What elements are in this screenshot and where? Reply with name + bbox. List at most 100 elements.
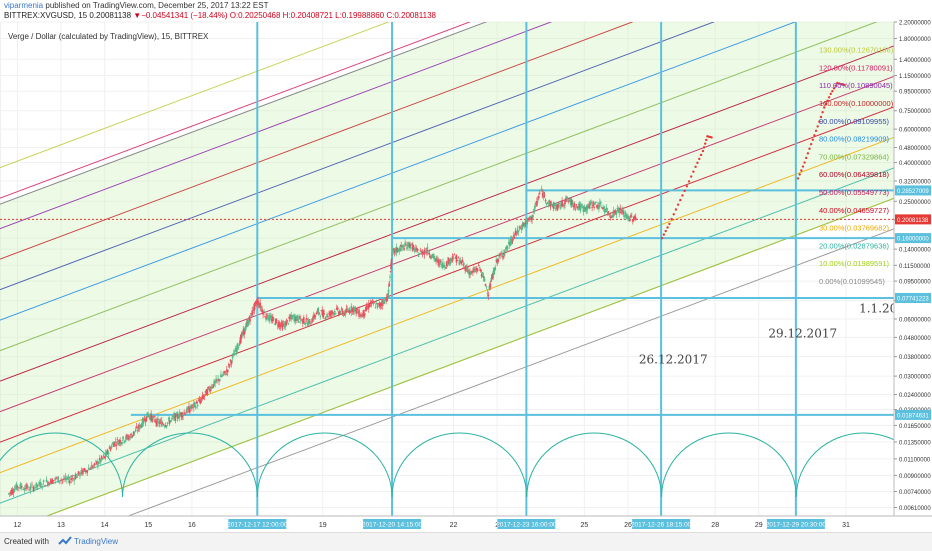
fib-label: 30.00%(0.03769682) xyxy=(819,224,890,233)
candle-body xyxy=(320,310,323,312)
candle-body xyxy=(133,431,136,433)
candle-body xyxy=(374,307,377,308)
time-arc xyxy=(795,432,894,498)
tradingview-link[interactable]: TradingView xyxy=(74,537,119,546)
candle-body xyxy=(522,223,525,226)
candle-body xyxy=(169,420,172,423)
fib-label: 80.00%(0.08219909) xyxy=(819,135,890,144)
price-tick-label: 0.06000000 xyxy=(899,317,931,323)
candle-body xyxy=(99,459,102,463)
time-arc xyxy=(0,432,124,498)
candle-body xyxy=(611,216,614,218)
projection-dot xyxy=(660,236,664,240)
time-tick-label: 16 xyxy=(188,522,196,529)
candle-body xyxy=(560,201,562,207)
candle-body xyxy=(220,374,222,378)
candle-body xyxy=(119,440,121,444)
candle-body xyxy=(531,215,533,220)
candle-body xyxy=(240,334,243,339)
candle-body xyxy=(166,422,169,424)
candle-body xyxy=(142,418,145,424)
candle-body xyxy=(301,318,303,320)
candle-body xyxy=(124,440,126,442)
price-tag xyxy=(895,233,931,244)
candle-body xyxy=(396,247,399,252)
created-with-label: Created with xyxy=(4,537,49,546)
candle-body xyxy=(58,480,61,482)
candle-body xyxy=(44,485,46,487)
candle-body xyxy=(406,247,408,250)
candle-body xyxy=(304,322,307,324)
candle-body xyxy=(172,416,175,418)
candle-body xyxy=(469,272,471,275)
candle-body xyxy=(474,270,476,273)
candle-body xyxy=(537,199,539,201)
candle-body xyxy=(209,389,212,392)
candle-body xyxy=(319,316,322,317)
price-tag xyxy=(895,409,931,420)
fib-label: 0.00%(0.01099545) xyxy=(819,277,885,286)
candle-body xyxy=(358,309,360,317)
candle-body xyxy=(488,285,491,291)
candle-body xyxy=(390,259,393,266)
candle-body xyxy=(500,253,502,255)
candle-body xyxy=(553,203,556,207)
candle-body xyxy=(401,245,403,248)
author-link[interactable]: viparmenia xyxy=(4,1,44,10)
candle-body xyxy=(623,215,625,218)
candle-body xyxy=(423,250,426,255)
candle-body xyxy=(180,412,183,417)
candle-body xyxy=(309,323,312,325)
candle-body xyxy=(403,248,405,251)
candle-body xyxy=(382,299,385,304)
candle-body xyxy=(420,250,423,255)
candle-body xyxy=(225,374,227,376)
candle-body xyxy=(50,478,52,484)
candle-body xyxy=(201,395,204,399)
candle-body xyxy=(608,213,611,216)
candle-body xyxy=(152,416,154,419)
fib-label: 60.00%(0.06439818) xyxy=(819,170,890,179)
fib-labels: 0.00%(0.01099545) 10.00%(0.01989591) 20.00… xyxy=(819,46,894,286)
candle-body xyxy=(516,228,519,234)
candle-body xyxy=(510,237,513,245)
candle-body xyxy=(429,256,432,258)
candle-body xyxy=(519,228,522,230)
candle-body xyxy=(60,479,62,481)
candle-body xyxy=(177,417,180,419)
candle-body xyxy=(597,205,599,207)
candle-body xyxy=(107,452,110,455)
candle-body xyxy=(196,404,199,406)
candle-body xyxy=(289,317,292,319)
candle-body xyxy=(601,207,604,210)
candle-body xyxy=(138,424,141,430)
footer: Created with TradingView xyxy=(0,532,932,551)
candle-body xyxy=(334,310,336,313)
candle-body xyxy=(525,221,528,223)
candle-body xyxy=(568,200,570,202)
publish-info: viparmenia published on TradingView.com,… xyxy=(4,1,268,11)
candle-body xyxy=(473,268,475,271)
candle-body xyxy=(356,308,358,311)
candle-body xyxy=(373,302,376,304)
candle-body xyxy=(485,286,488,288)
candle-body xyxy=(130,435,133,439)
candle-body xyxy=(567,200,569,202)
candle-body xyxy=(596,204,598,208)
candle-body xyxy=(173,414,176,419)
projection-dot xyxy=(664,229,667,233)
candle-body xyxy=(10,490,13,495)
price-tag-label: 0.07741223 xyxy=(897,296,929,302)
time-tick-label: 22 xyxy=(450,522,458,529)
projection-dot xyxy=(705,138,708,142)
candle-body xyxy=(478,266,481,268)
candle-body xyxy=(189,409,191,412)
candle-body xyxy=(252,312,254,314)
candle-body xyxy=(482,276,485,278)
candle-body xyxy=(48,482,51,485)
candle-body xyxy=(536,200,538,206)
candle-body xyxy=(29,486,32,490)
price-chart[interactable]: 0.00%(0.01099545)10.00%(0.01989591)20.00… xyxy=(0,0,932,532)
candle-body xyxy=(103,456,106,459)
projection-dot xyxy=(836,81,839,85)
